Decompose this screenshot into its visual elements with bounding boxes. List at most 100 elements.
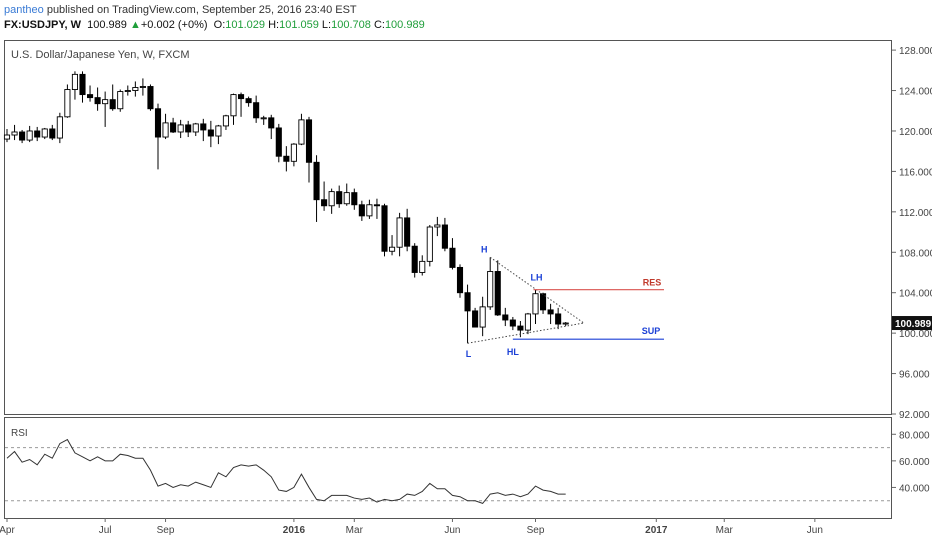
- candle-body: [124, 90, 131, 93]
- candle-body: [426, 226, 433, 262]
- candle-body: [41, 128, 48, 138]
- candle-body: [154, 108, 162, 138]
- candle-body: [283, 155, 290, 162]
- published-text: published on TradingView.com, September …: [43, 4, 357, 16]
- time-axis-label: 2016: [283, 525, 306, 536]
- rsi-title: RSI: [11, 428, 28, 439]
- candle-body: [366, 204, 373, 217]
- candle-body: [479, 306, 486, 328]
- pattern-label-h: H: [481, 244, 488, 254]
- candle-body: [434, 224, 441, 228]
- candle-body: [215, 125, 222, 137]
- candle-body: [547, 309, 554, 315]
- publication-info: pantheo published on TradingView.com, Se…: [4, 4, 357, 16]
- open-label: O:: [213, 19, 226, 31]
- candle-body: [245, 98, 252, 104]
- candle-body: [532, 293, 539, 315]
- pattern-label-lh: LH: [531, 273, 543, 283]
- candle-body: [147, 86, 154, 110]
- time-axis-label: Jun: [444, 525, 460, 536]
- chart-header: pantheo published on TradingView.com, Se…: [0, 0, 932, 36]
- candle-body: [343, 192, 350, 205]
- candle-body: [456, 266, 464, 294]
- candle-body: [3, 134, 11, 140]
- rsi-guide-lines: [5, 447, 891, 502]
- open-value: 101.029: [225, 19, 266, 31]
- price-axis-label: 128.000: [899, 46, 932, 57]
- candle-body: [71, 73, 78, 90]
- symbol-label[interactable]: FX:USDJPY, W: [4, 19, 82, 31]
- time-axis-label: Jul: [99, 525, 112, 536]
- candle-body: [207, 129, 214, 137]
- candle-body: [389, 246, 396, 252]
- rsi-series: [6, 438, 566, 504]
- last-price: 100.989: [87, 19, 127, 31]
- price-axis[interactable]: 128.000 124.000 120.000 116.000 112.000 108.0…: [892, 46, 932, 421]
- candle-body: [540, 293, 547, 311]
- pattern-label-sup: SUP: [642, 326, 661, 336]
- candle-body: [86, 94, 94, 99]
- candle-body: [298, 119, 305, 145]
- candle-body: [351, 192, 358, 206]
- candle-body: [170, 122, 177, 133]
- author-link[interactable]: pantheo: [4, 4, 44, 16]
- time-axis-label: Sep: [157, 525, 175, 536]
- candle-body: [524, 313, 531, 331]
- candle-body: [487, 271, 494, 308]
- candle-body: [177, 124, 184, 133]
- price-axis-label: 108.000: [899, 248, 932, 259]
- chart-area[interactable]: 128.000 124.000 120.000 116.000 112.000 108.0…: [0, 36, 932, 550]
- candle-body: [275, 127, 282, 157]
- candle-body: [555, 313, 562, 325]
- candle-body: [472, 310, 479, 328]
- candle-body: [419, 260, 426, 273]
- price-axis-label: 92.000: [899, 410, 930, 421]
- candle-body: [404, 217, 411, 247]
- candle-body: [11, 131, 18, 136]
- candle-body: [328, 191, 335, 207]
- candle-body: [222, 115, 230, 127]
- candle-body: [290, 143, 297, 162]
- candle-body: [464, 292, 471, 312]
- candle-body: [162, 122, 169, 138]
- candle-body: [200, 123, 207, 131]
- candle-body: [64, 89, 71, 118]
- candle-body: [502, 314, 509, 321]
- price-axis-label: 96.000: [899, 370, 930, 381]
- candlestick-series: [3, 71, 569, 344]
- candle-body: [26, 130, 33, 141]
- rsi-line: [6, 438, 566, 504]
- rsi-axis-label: 40.000: [899, 483, 930, 494]
- candle-body: [139, 86, 146, 88]
- candle-body: [109, 99, 116, 110]
- candle-body: [396, 217, 403, 248]
- price-axis-label: 100.000: [899, 329, 932, 340]
- candle-body: [494, 271, 501, 316]
- up-arrow-icon: ▲: [129, 19, 141, 31]
- candle-body: [94, 97, 101, 105]
- chart-title: U.S. Dollar/Japanese Yen, W, FXCM: [11, 49, 190, 61]
- low-label: L:: [321, 19, 332, 31]
- candle-body: [509, 319, 516, 327]
- candle-body: [192, 123, 199, 133]
- candle-body: [517, 325, 524, 331]
- candle-body: [305, 119, 313, 163]
- candle-body: [260, 117, 267, 120]
- candle-body: [56, 116, 63, 139]
- high-value: 101.059: [279, 19, 319, 31]
- candle-body: [381, 205, 388, 252]
- last-price-tag: [892, 316, 932, 331]
- pattern-label-hl: HL: [507, 347, 519, 357]
- price-pane-border: [4, 40, 892, 415]
- time-axis-label: Mar: [346, 525, 364, 536]
- price-axis-label: 124.000: [899, 87, 932, 98]
- price-change: +0.002 (+0%): [140, 19, 208, 31]
- price-axis-label: 120.000: [899, 127, 932, 138]
- rsi-axis[interactable]: 80.000 60.000 40.000: [892, 430, 930, 494]
- candle-body: [253, 102, 260, 119]
- candle-body: [19, 131, 26, 141]
- candle-body: [313, 161, 320, 201]
- low-value: 100.708: [331, 19, 371, 31]
- time-axis[interactable]: Apr Jul Sep 2016 Mar Jun Sep 2017 Mar Jun: [0, 518, 823, 536]
- rsi-axis-label: 60.000: [899, 457, 930, 468]
